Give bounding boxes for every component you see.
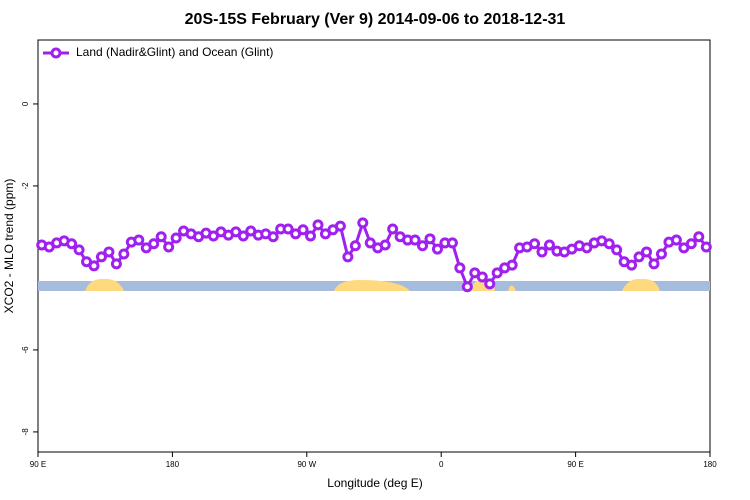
data-point xyxy=(685,238,697,250)
data-point xyxy=(431,243,443,255)
data-point xyxy=(529,238,541,250)
data-point xyxy=(536,246,548,258)
x-tick-label: 180 xyxy=(703,460,717,469)
legend-marker xyxy=(50,47,62,59)
data-point xyxy=(267,231,279,243)
data-point xyxy=(484,278,496,290)
data-point xyxy=(581,242,593,254)
data-point xyxy=(611,244,623,256)
data-point xyxy=(603,238,615,250)
data-point xyxy=(446,237,458,249)
x-tick-label: 0 xyxy=(439,460,444,469)
legend-label: Land (Nadir&Glint) and Ocean (Glint) xyxy=(76,45,273,59)
y-tick-label: 0 xyxy=(21,101,30,106)
data-point xyxy=(297,224,309,236)
data-point xyxy=(693,231,705,243)
x-tick-label: 90 E xyxy=(567,460,583,469)
data-point xyxy=(379,239,391,251)
data-point xyxy=(633,251,645,263)
x-axis-label: Longitude (deg E) xyxy=(327,476,422,490)
data-point xyxy=(387,223,399,235)
data-point xyxy=(342,251,354,263)
y-tick-label: -8 xyxy=(21,428,30,436)
chart-title: 20S-15S February (Ver 9) 2014-09-06 to 2… xyxy=(185,11,566,28)
data-point xyxy=(700,241,712,253)
data-point xyxy=(155,231,167,243)
series-line xyxy=(41,218,708,291)
data-point xyxy=(133,234,145,246)
land-segment xyxy=(508,285,516,291)
data-point xyxy=(103,246,115,258)
data-point xyxy=(476,271,488,283)
data-point xyxy=(118,248,130,260)
data-point xyxy=(73,244,85,256)
data-point xyxy=(424,233,436,245)
data-point xyxy=(506,259,518,271)
data-point xyxy=(670,234,682,246)
data-point xyxy=(237,230,249,242)
surface-band xyxy=(38,278,710,291)
data-point xyxy=(364,237,376,249)
data-point xyxy=(110,258,122,270)
data-point xyxy=(417,240,429,252)
data-point xyxy=(312,219,324,231)
x-tick-label: 90 E xyxy=(30,460,46,469)
data-point xyxy=(409,234,421,246)
data-point xyxy=(641,246,653,258)
data-point xyxy=(66,238,78,250)
data-point xyxy=(88,260,100,272)
y-tick-label: -6 xyxy=(21,346,30,354)
land-segment xyxy=(85,278,124,291)
data-point xyxy=(148,238,160,250)
data-point xyxy=(305,230,317,242)
data-point xyxy=(163,241,175,253)
data-point xyxy=(648,258,660,270)
data-point xyxy=(491,267,503,279)
data-point xyxy=(95,251,107,263)
data-point xyxy=(282,223,294,235)
data-point xyxy=(334,220,346,232)
x-tick-label: 180 xyxy=(166,460,180,469)
y-tick-label: -2 xyxy=(21,182,30,190)
data-point xyxy=(461,281,473,293)
y-axis-label: XCO2 - MLO trend (ppm) xyxy=(2,179,16,314)
data-point xyxy=(170,232,182,244)
data-point xyxy=(543,239,555,251)
data-point xyxy=(357,217,369,229)
data-point xyxy=(454,262,466,274)
land-segment xyxy=(334,280,410,291)
data-point xyxy=(349,240,361,252)
data-point xyxy=(626,259,638,271)
land-segment xyxy=(622,278,660,291)
data-point xyxy=(655,248,667,260)
x-tick-label: 90 W xyxy=(297,460,316,469)
